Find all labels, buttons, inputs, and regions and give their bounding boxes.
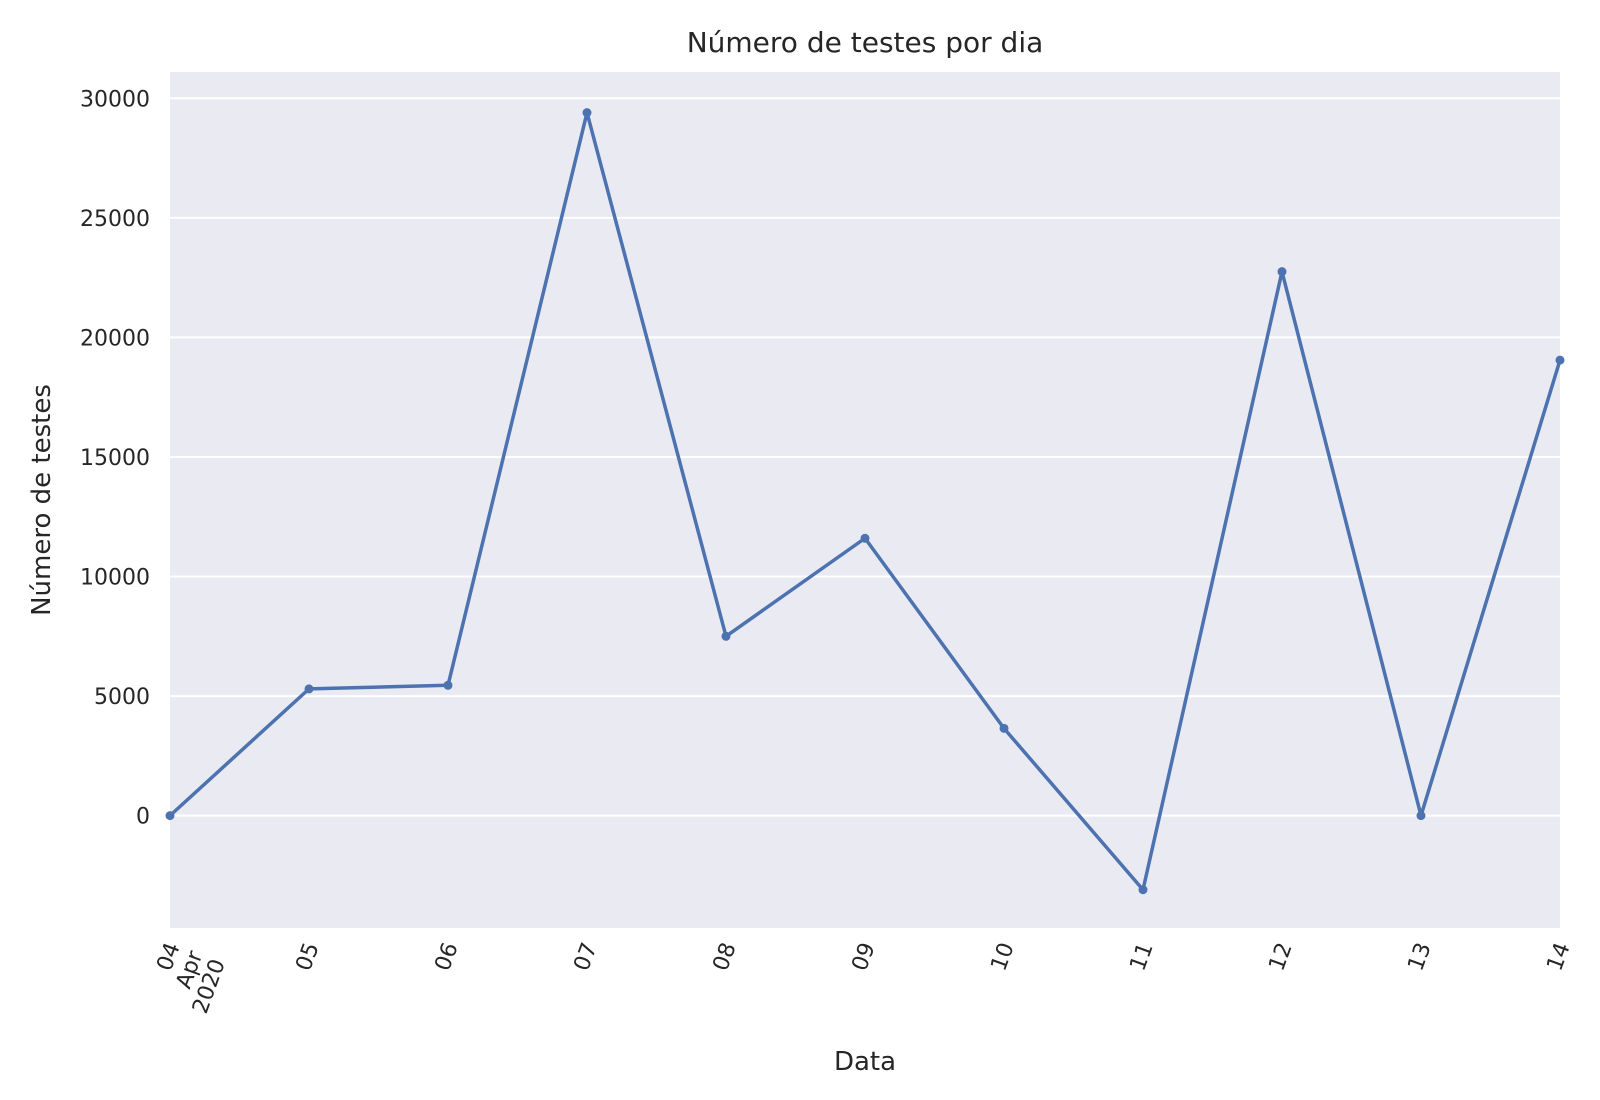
data-point [165,811,175,821]
series-layer [165,108,1565,895]
x-tick-label-line: 10 [987,940,1020,975]
x-tick-label: 06 [431,940,464,975]
data-point [1416,811,1426,821]
y-tick-label: 25000 [80,207,150,232]
y-tick-label: 5000 [94,685,150,710]
x-tick-label-line: 06 [431,940,464,975]
x-tick-label-line: 12 [1265,940,1298,975]
x-tick-label-line: 07 [570,940,603,975]
data-point [582,108,592,118]
x-tick-label: 12 [1265,940,1298,975]
plot-area [170,72,1560,928]
y-axis-ticks: 0 5000 10000 15000 20000 25000 30000 [80,87,150,829]
y-tick-label: 30000 [80,87,150,112]
chart-title: Número de testes por dia [687,26,1044,59]
x-tick-label: 10 [987,940,1020,975]
y-axis-label: Número de testes [27,384,57,616]
y-tick-label: 0 [136,805,150,830]
data-point [443,680,453,690]
x-tick-label: 07 [570,940,603,975]
x-tick-label-line: 13 [1404,940,1437,975]
x-axis-label: Data [834,1047,896,1077]
y-tick-label: 20000 [80,326,150,351]
x-axis-ticks: 04Apr2020 05 06 07 08 09 10 11 12 13 14 [143,939,1576,1018]
x-tick-label: 05 [292,940,325,975]
x-tick-label-line: 11 [1126,940,1159,975]
data-point [860,533,870,543]
x-tick-label: 14 [1543,940,1576,975]
data-point [1138,885,1148,895]
grid-lines [170,97,1560,817]
x-tick-label: 09 [848,940,881,975]
data-point [999,723,1009,733]
x-tick-label-line: 08 [709,940,742,975]
y-tick-label: 10000 [80,566,150,591]
x-tick-label: 13 [1404,940,1437,975]
x-tick-label: 04Apr2020 [143,939,231,1017]
x-tick-label-line: 05 [292,940,325,975]
data-point [304,684,314,694]
y-tick-label: 15000 [80,446,150,471]
data-point [1277,267,1287,277]
x-tick-label-line: 09 [848,940,881,975]
data-point [1555,355,1565,365]
data-point [721,631,731,641]
x-tick-label-line: 14 [1543,940,1576,975]
x-tick-label: 08 [709,940,742,975]
x-tick-label: 11 [1126,940,1159,975]
